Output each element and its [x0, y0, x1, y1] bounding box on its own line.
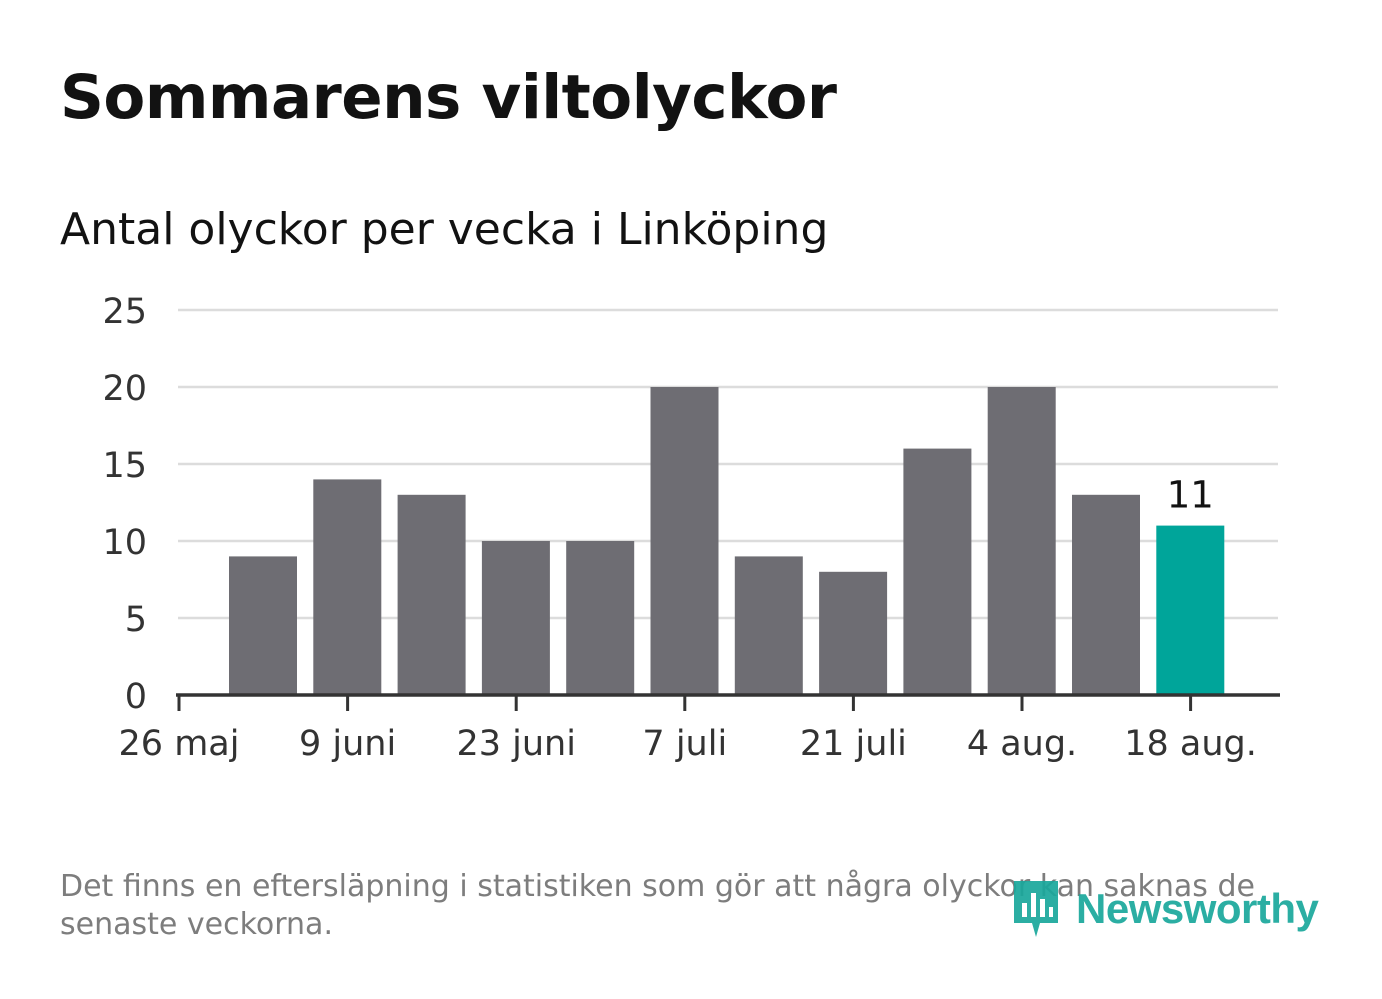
- bar: [313, 479, 382, 695]
- bar: [1072, 494, 1140, 695]
- bar: [229, 556, 297, 695]
- newsworthy-logo-text: Newsworthy: [1076, 885, 1319, 932]
- x-axis-ticks: 26 maj 9 juni 23 juni 7 juli 21 juli 4 aug. 18…: [119, 695, 1257, 764]
- bar-highlight: [1156, 525, 1225, 695]
- newsworthy-logo: Newsworthy: [1010, 877, 1319, 941]
- chart-title: Sommarens viltolyckor: [60, 62, 837, 133]
- x-tick-label: 18 aug.: [1124, 724, 1257, 764]
- bar: [903, 448, 972, 695]
- bar: [566, 541, 635, 695]
- x-tick-label: 4 aug.: [967, 724, 1077, 764]
- x-tick-label: 21 juli: [800, 724, 907, 764]
- data-label: 11: [1167, 474, 1214, 517]
- newsworthy-logo-icon: [1014, 881, 1058, 937]
- y-tick-label: 10: [102, 523, 147, 563]
- bar: [734, 556, 803, 695]
- x-tick-label: 26 maj: [119, 724, 240, 764]
- bars: [229, 387, 1225, 695]
- bar: [650, 387, 719, 695]
- bar: [819, 571, 888, 695]
- y-tick-label: 0: [125, 677, 147, 717]
- x-tick-label: 23 juni: [456, 724, 575, 764]
- y-tick-label: 25: [102, 292, 147, 332]
- x-tick-label: 7 juli: [642, 724, 727, 764]
- chart-subtitle: Antal olyckor per vecka i Linköping: [60, 204, 829, 255]
- y-tick-label: 5: [125, 600, 147, 640]
- y-axis-ticks: 0 5 10 15 20 25: [102, 292, 147, 717]
- bar: [397, 494, 466, 695]
- bar: [481, 541, 550, 695]
- y-tick-label: 15: [102, 446, 147, 486]
- y-tick-label: 20: [102, 369, 147, 409]
- data-labels: 11: [1167, 474, 1214, 517]
- bar: [987, 387, 1056, 695]
- x-tick-label: 9 juni: [299, 724, 396, 764]
